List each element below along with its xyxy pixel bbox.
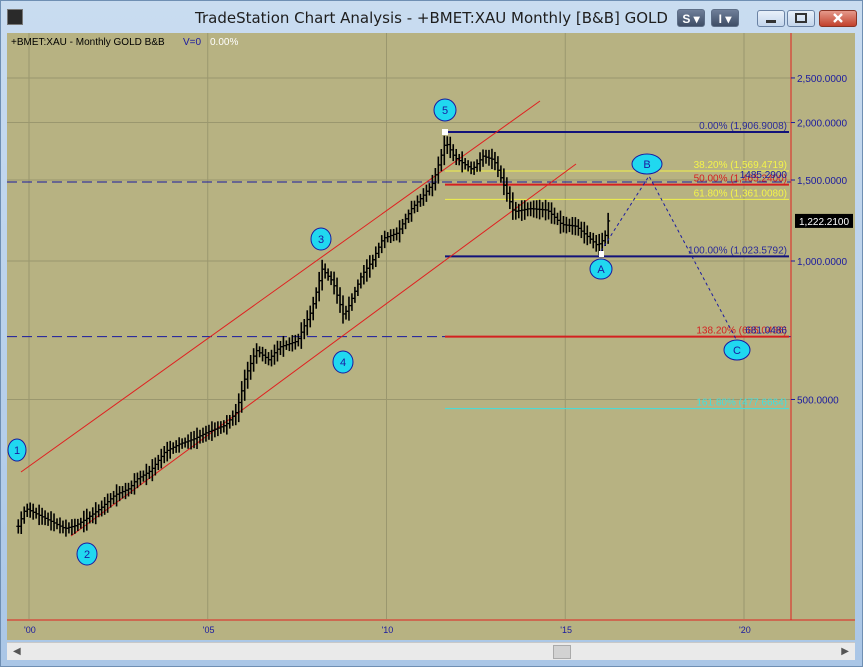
wave-label-a[interactable]: A bbox=[589, 258, 613, 280]
wave-label-text: B bbox=[643, 159, 650, 171]
change-label: 0.00% bbox=[210, 37, 238, 48]
scroll-left-icon[interactable]: ◀ bbox=[13, 646, 21, 657]
horizontal-scrollbar[interactable]: ◀ ▶ bbox=[7, 642, 855, 660]
wave-label-badge bbox=[310, 227, 332, 251]
wave-a-marker bbox=[599, 251, 604, 257]
time-tick-label: '20 bbox=[739, 625, 751, 635]
grid bbox=[7, 33, 791, 619]
scroll-right-icon[interactable]: ▶ bbox=[841, 646, 849, 657]
close-icon bbox=[833, 13, 843, 23]
price-tick-label: 500.0000 bbox=[797, 395, 839, 406]
wave-label-2[interactable]: 2 bbox=[76, 542, 98, 566]
level-price-label: 681.0486 bbox=[745, 326, 787, 337]
app-icon[interactable] bbox=[7, 9, 23, 25]
time-tick-label: '00 bbox=[24, 625, 36, 635]
wave-label-badge bbox=[631, 153, 663, 175]
level-price-label: 1485.2900 bbox=[740, 170, 788, 181]
series-title: +BMET:XAU - Monthly GOLD B&B bbox=[11, 37, 165, 48]
window-title: TradeStation Chart Analysis - +BMET:XAU … bbox=[195, 9, 668, 27]
price-chart[interactable]: 0.00% (1,906.9008)38.20% (1,569.4719)50.… bbox=[7, 33, 855, 640]
fib-level-label: 138.20% (685.0436) bbox=[696, 326, 787, 337]
wave-label-text: 1 bbox=[14, 445, 20, 457]
wave-label-badge bbox=[76, 542, 98, 566]
wave-label-badge bbox=[433, 98, 457, 122]
wave-label-text: A bbox=[597, 264, 605, 276]
volume-label: V=0 bbox=[183, 37, 202, 48]
current-price-box bbox=[795, 213, 853, 228]
wave-label-badge bbox=[332, 350, 354, 374]
close-button[interactable] bbox=[819, 10, 857, 27]
time-tick-label: '15 bbox=[560, 625, 572, 635]
scroll-thumb[interactable] bbox=[553, 645, 571, 659]
wave-label-text: 2 bbox=[84, 549, 90, 561]
price-axis: 500.0000 1,000.0000 1,500.0000 2,000.0000 2,… bbox=[790, 33, 853, 620]
wave-label-3[interactable]: 3 bbox=[310, 227, 332, 251]
wave-label-text: C bbox=[733, 345, 741, 357]
fib-level-label: 61.80% (1,361.0080) bbox=[694, 188, 787, 199]
wave-label-b[interactable]: B bbox=[631, 153, 663, 175]
title-bar: TradeStation Chart Analysis - +BMET:XAU … bbox=[1, 1, 862, 33]
styles-button-label: S bbox=[682, 12, 691, 26]
time-tick-label: '10 bbox=[382, 625, 394, 635]
indicators-button-label: I bbox=[718, 12, 722, 26]
maximize-button[interactable] bbox=[787, 10, 815, 27]
plot-area: 0.00% (1,906.9008) 38.20% (1,569.4719) 50.… bbox=[7, 98, 791, 566]
time-tick-label: '05 bbox=[203, 625, 215, 635]
projected-wave-path bbox=[600, 175, 738, 342]
wave-label-text: 3 bbox=[318, 234, 324, 246]
wave-label-c[interactable]: C bbox=[723, 339, 751, 361]
fib-level-label: 0.00% (1,906.9008) bbox=[699, 121, 787, 132]
wave-label-badge bbox=[589, 258, 613, 280]
wave-label-text: 5 bbox=[442, 105, 448, 117]
wave-label-text: 4 bbox=[340, 357, 346, 369]
price-tick-label: 2,000.0000 bbox=[797, 119, 847, 130]
fib-level-label: 161.80% (477.6664) bbox=[696, 398, 787, 409]
minimize-icon bbox=[766, 20, 776, 23]
minimize-button[interactable] bbox=[757, 10, 785, 27]
styles-button[interactable]: S ▾ bbox=[677, 9, 705, 27]
wave-label-5[interactable]: 5 bbox=[433, 98, 457, 122]
indicators-button[interactable]: I ▾ bbox=[711, 9, 739, 27]
price-tick-label: 2,500.0000 bbox=[797, 74, 847, 85]
chart-area[interactable]: 0.00% (1,906.9008) 38.20% (1,569.4719) 50.… bbox=[7, 33, 855, 640]
wave-label-4[interactable]: 4 bbox=[332, 350, 354, 374]
maximize-icon bbox=[795, 13, 807, 23]
wave-label-1[interactable]: 1 bbox=[7, 438, 27, 462]
price-tick-label: 1,000.0000 bbox=[797, 257, 847, 268]
fib-level-label: 100.00% (1,023.5792) bbox=[688, 245, 787, 256]
wave-5-marker bbox=[442, 129, 448, 135]
trend-channel-upper bbox=[20, 100, 541, 473]
wave-label-badge bbox=[7, 438, 27, 462]
fib-level-label: 50.00% (1,465.2400) bbox=[694, 174, 787, 185]
price-tick-label: 1,500.0000 bbox=[797, 176, 847, 187]
current-price-label: 1,222.2100 bbox=[799, 217, 849, 228]
wave-label-badge bbox=[723, 339, 751, 361]
time-axis: '00 '05 '10 '15 '20 bbox=[7, 619, 855, 635]
fib-level-label: 38.20% (1,569.4719) bbox=[694, 160, 787, 171]
